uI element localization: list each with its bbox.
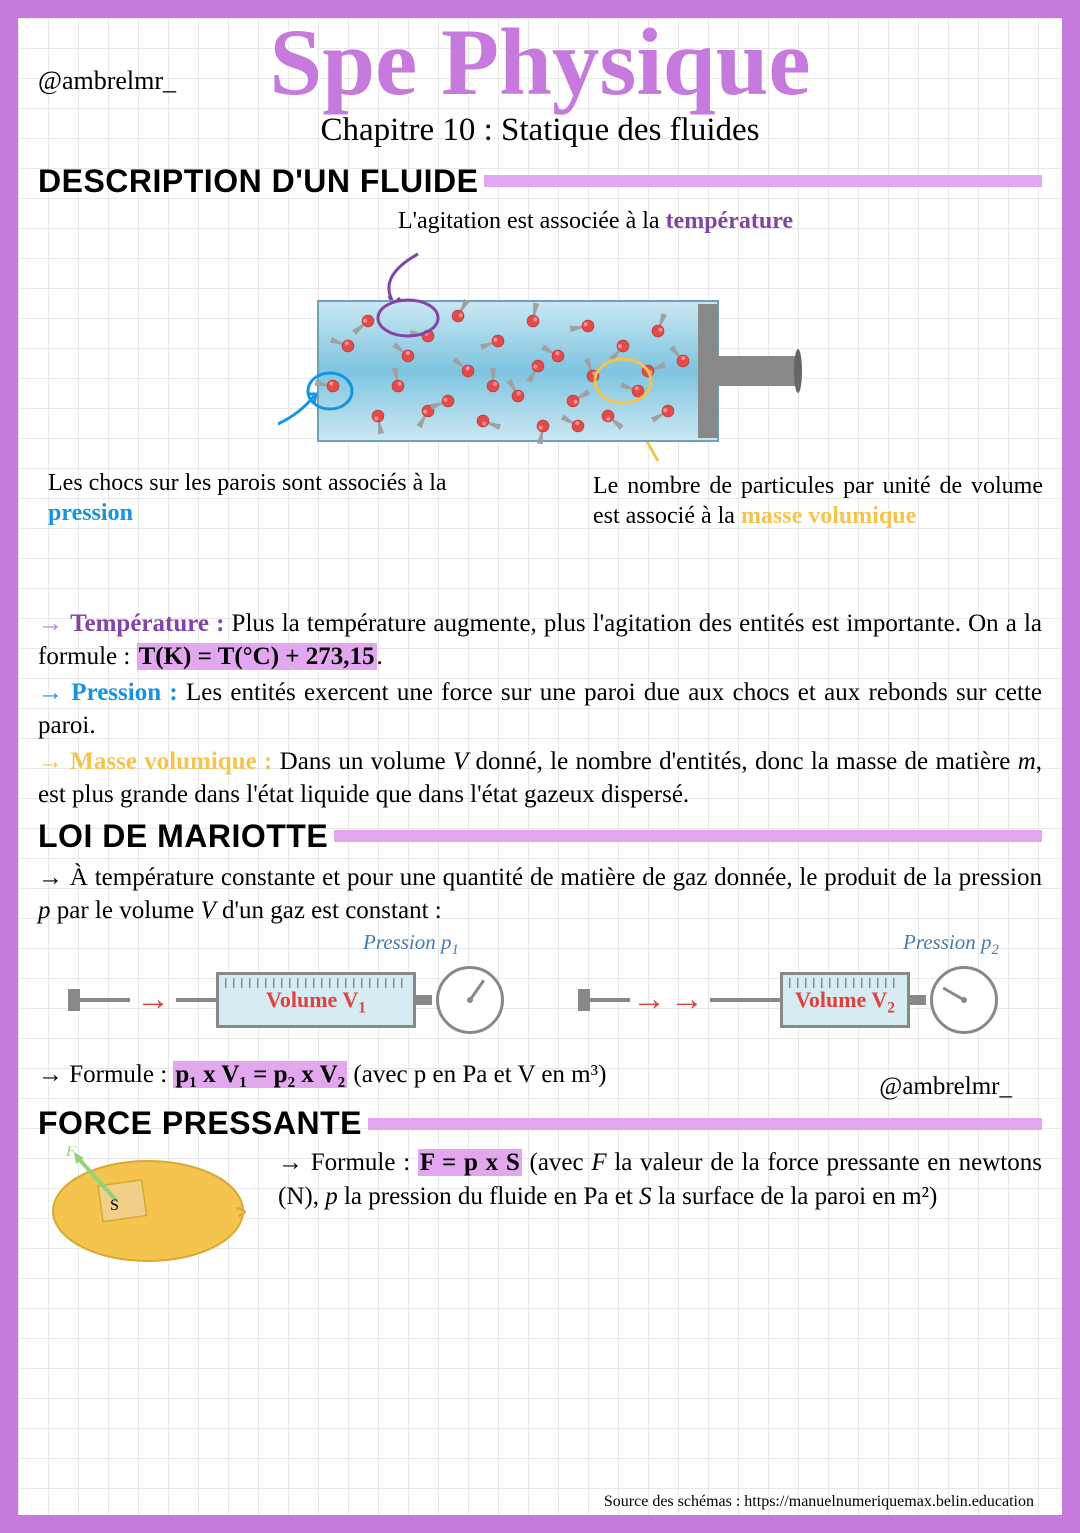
chapter-title: Chapitre 10 : Statique des fluides: [38, 112, 1042, 149]
mariotte-diagram: Pression p1 Pression p2 → Volume V1 →: [38, 932, 1042, 1052]
force-block: F S → Formule : F = p x S (avec F la val…: [38, 1146, 1042, 1271]
gauge-1: [436, 966, 504, 1034]
push-arrow-icon: →: [136, 981, 170, 1019]
volume-label-1: Volume V1: [266, 987, 366, 1017]
diagram-label-temperature: L'agitation est associée à la températur…: [398, 206, 793, 237]
lemon-diagram: F S: [38, 1146, 258, 1271]
content: @ambrelmr_ Spe Physique Chapitre 10 : St…: [18, 18, 1062, 1271]
source-credit: Source des schémas : https://manuelnumer…: [604, 1493, 1034, 1511]
section-mariotte: LOI DE MARIOTTE: [38, 818, 1042, 855]
section-heading: DESCRIPTION D'UN FLUIDE: [38, 163, 478, 200]
diagram-label-masse: Le nombre de particules par unité de vol…: [593, 471, 1043, 532]
svg-text:F: F: [65, 1146, 76, 1160]
gauge-2: [930, 966, 998, 1034]
force-text: → Formule : F = p x S (avec F la valeur …: [278, 1146, 1042, 1213]
push-arrow-icon: →: [632, 981, 666, 1019]
handle-top: @ambrelmr_: [38, 66, 176, 96]
push-arrow-icon: →: [670, 981, 704, 1019]
def-temperature: → Température : Plus la température augm…: [38, 607, 1042, 674]
page-title: Spe Physique: [38, 20, 1042, 106]
def-pression: → Pression : Les entités exercent une fo…: [38, 676, 1042, 743]
volume-label-2: Volume V2: [795, 987, 895, 1017]
heading-bar: [484, 175, 1042, 187]
diagram-label-pression: Les chocs sur les parois sont associés à…: [48, 468, 448, 529]
def-masse: → Masse volumique : Dans un volume V don…: [38, 745, 1042, 812]
handle-mid: @ambrelmr_: [879, 1070, 1012, 1104]
page-frame: @ambrelmr_ Spe Physique Chapitre 10 : St…: [0, 0, 1080, 1533]
pressure-label-2: Pression p2: [903, 930, 999, 959]
syringe-2: → → Volume V2: [578, 966, 998, 1034]
definitions: → Température : Plus la température augm…: [38, 607, 1042, 812]
pressure-label-1: Pression p1: [363, 930, 459, 959]
cylinder-svg: [278, 246, 838, 476]
section-force: FORCE PRESSANTE: [38, 1105, 1042, 1142]
mariotte-intro: → À température constante et pour une qu…: [38, 861, 1042, 928]
section-description: DESCRIPTION D'UN FLUIDE: [38, 163, 1042, 200]
syringe-1: → Volume V1: [68, 966, 504, 1034]
svg-text:S: S: [110, 1197, 119, 1214]
fluid-diagram: L'agitation est associée à la températur…: [38, 206, 1042, 601]
section-heading: LOI DE MARIOTTE: [38, 818, 328, 855]
heading-bar: [368, 1118, 1042, 1130]
section-heading: FORCE PRESSANTE: [38, 1105, 362, 1142]
mariotte-formula: → Formule : p₁ x V₁ = p₂ x V₂ (avec p en…: [38, 1058, 1042, 1092]
heading-bar: [334, 830, 1042, 842]
